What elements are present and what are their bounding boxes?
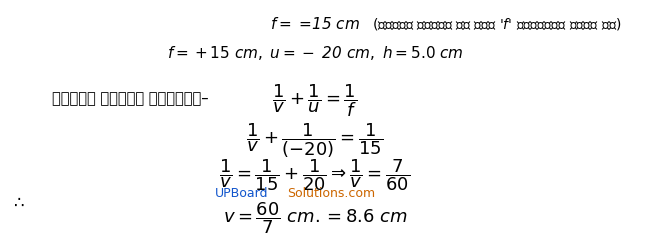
Text: $v=\dfrac{60}{7}$ $cm.= 8.6$ $cm$: $v=\dfrac{60}{7}$ $cm.= 8.6$ $cm$ bbox=[223, 200, 408, 236]
Text: (उत्तल दर्पण के लिए '$\it{f}$' धनात्मक होता है): (उत्तल दर्पण के लिए '$\it{f}$' धनात्मक ह… bbox=[373, 16, 622, 32]
Text: $\dfrac{1}{v}+\dfrac{1}{u}=\dfrac{1}{f}$: $\dfrac{1}{v}+\dfrac{1}{u}=\dfrac{1}{f}$ bbox=[273, 82, 358, 119]
Text: $f =$ =15 $cm$: $f =$ =15 $cm$ bbox=[270, 16, 360, 32]
Text: $\dfrac{1}{v}+\dfrac{1}{(-20)}=\dfrac{1}{15}$: $\dfrac{1}{v}+\dfrac{1}{(-20)}=\dfrac{1}… bbox=[247, 121, 384, 160]
Text: $f = +15$ $cm,$ $u = -$ 20 $cm,$ $h = 5.0$ $cm$: $f = +15$ $cm,$ $u = -$ 20 $cm,$ $h = 5.… bbox=[167, 44, 463, 62]
Text: दर्पण सूत्र द्वारा–: दर्पण सूत्र द्वारा– bbox=[51, 91, 208, 106]
Text: ∴: ∴ bbox=[14, 194, 25, 212]
Text: UPBoard: UPBoard bbox=[215, 187, 268, 200]
Text: $\dfrac{1}{v}=\dfrac{1}{15}+\dfrac{1}{20}\Rightarrow\dfrac{1}{v}=\dfrac{7}{60}$: $\dfrac{1}{v}=\dfrac{1}{15}+\dfrac{1}{20… bbox=[219, 157, 411, 193]
Text: Solutions.com: Solutions.com bbox=[287, 187, 375, 200]
